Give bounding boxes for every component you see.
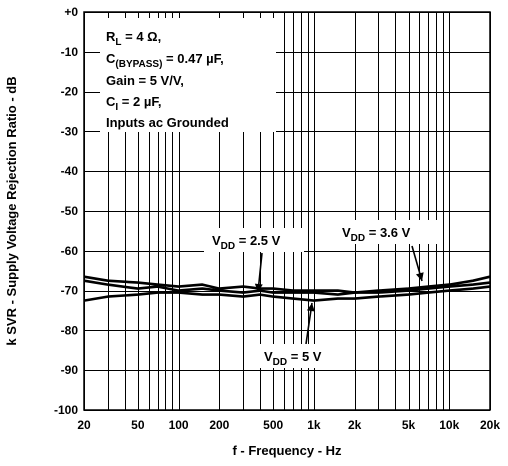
x-tick-labels: 20 50 100 200 500 1k 2k 5k 10k 20k xyxy=(77,418,500,432)
curve-annotations: VDD = 2.5 V VDD = 3.6 V VDD = 5 V xyxy=(204,220,440,368)
x-tick-label: 200 xyxy=(209,418,229,432)
x-tick-label: 20k xyxy=(480,418,500,432)
annotation-arrowhead xyxy=(415,272,424,281)
series-line-0 xyxy=(83,279,491,296)
x-tick-label: 500 xyxy=(263,418,283,432)
y-axis-label: k SVR - Supply Voltage Rejection Ratio -… xyxy=(4,76,19,345)
y-tick-label: +0 xyxy=(64,5,78,19)
annotation-box xyxy=(336,220,440,244)
y-tick-label: -20 xyxy=(61,85,79,99)
series-line-1 xyxy=(83,275,491,294)
x-tick-label: 100 xyxy=(169,418,189,432)
conditions-box xyxy=(100,18,276,132)
y-tick-label: -80 xyxy=(61,323,79,337)
annotation-box xyxy=(258,344,342,368)
y-tick-label: -90 xyxy=(61,363,79,377)
annotation-arrowhead xyxy=(254,283,263,292)
y-tick-label: -30 xyxy=(61,124,79,138)
series-group xyxy=(83,275,491,302)
x-tick-label: 20 xyxy=(77,418,91,432)
y-tick-label: -40 xyxy=(61,164,79,178)
curve-label: VDD = 3.6 V xyxy=(342,225,411,244)
y-tick-label: -10 xyxy=(61,45,79,59)
x-axis-label: f - Frequency - Hz xyxy=(232,443,342,458)
condition-line: CI = 2 µF, xyxy=(106,94,161,113)
y-tick-label: -50 xyxy=(61,204,79,218)
x-tick-label: 10k xyxy=(439,418,459,432)
condition-line: C(BYPASS) = 0.47 µF, xyxy=(106,51,224,70)
y-tick-label: -100 xyxy=(54,403,78,417)
condition-line: Gain = 5 V/V, xyxy=(106,73,184,88)
curve-label: VDD = 5 V xyxy=(264,349,322,368)
curve-label: VDD = 2.5 V xyxy=(212,233,281,252)
series-line-2 xyxy=(83,285,491,302)
annotation-arrowhead xyxy=(306,303,315,312)
x-tick-label: 5k xyxy=(402,418,416,432)
annotation-box xyxy=(204,228,304,252)
plot-frame xyxy=(83,11,491,411)
condition-line: Inputs ac Grounded xyxy=(106,115,229,130)
y-tick-label: -60 xyxy=(61,244,79,258)
x-tick-label: 1k xyxy=(307,418,321,432)
y-tick-labels: +0 -10 -20 -30 -40 -50 -60 -70 -80 -90 -100 xyxy=(54,5,78,417)
test-conditions: RL = 4 Ω, C(BYPASS) = 0.47 µF, Gain = 5 V/… xyxy=(100,18,276,132)
y-tick-label: -70 xyxy=(61,284,79,298)
x-tick-label: 50 xyxy=(131,418,145,432)
condition-line: RL = 4 Ω, xyxy=(106,29,161,48)
x-tick-label: 2k xyxy=(348,418,362,432)
